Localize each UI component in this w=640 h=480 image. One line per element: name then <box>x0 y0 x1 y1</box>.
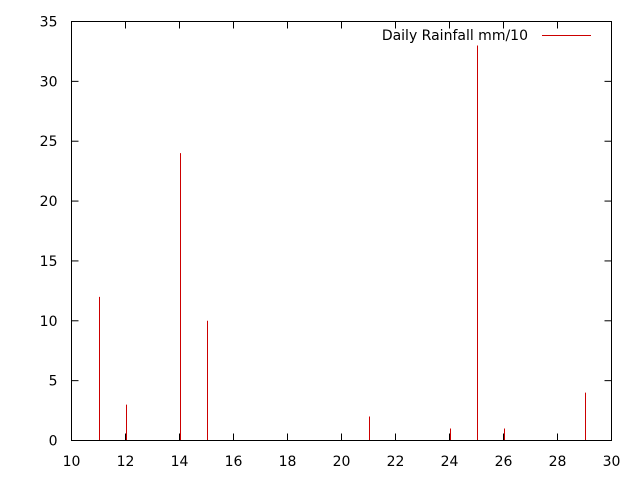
x-tick-label: 30 <box>603 454 621 470</box>
x-tick-label: 18 <box>279 454 297 470</box>
axis-ticks <box>71 21 612 441</box>
y-tick-label: 0 <box>49 434 58 450</box>
y-tick-label: 20 <box>40 194 58 210</box>
y-tick-labels: 0 5 10 15 20 25 30 35 <box>40 15 58 450</box>
impulse-series <box>99 45 586 441</box>
x-tick-label: 14 <box>171 454 189 470</box>
x-tick-label: 12 <box>117 454 135 470</box>
y-tick-label: 25 <box>40 134 58 150</box>
x-tick-label: 28 <box>549 454 567 470</box>
x-tick-label: 22 <box>387 454 405 470</box>
x-tick-labels: 10 12 14 16 18 20 22 24 26 28 30 <box>63 454 621 470</box>
plot-frame <box>71 21 612 441</box>
legend: Daily Rainfall mm/10 <box>382 28 591 44</box>
x-tick-label: 16 <box>225 454 243 470</box>
y-tick-label: 10 <box>40 314 58 330</box>
x-tick-label: 20 <box>333 454 351 470</box>
y-tick-label: 30 <box>40 74 58 90</box>
x-tick-label: 26 <box>495 454 513 470</box>
x-tick-label: 24 <box>441 454 459 470</box>
y-tick-label: 15 <box>40 254 58 270</box>
y-tick-label: 5 <box>49 374 58 390</box>
legend-label: Daily Rainfall mm/10 <box>382 28 528 44</box>
x-tick-label: 10 <box>63 454 81 470</box>
y-tick-label: 35 <box>40 15 58 31</box>
